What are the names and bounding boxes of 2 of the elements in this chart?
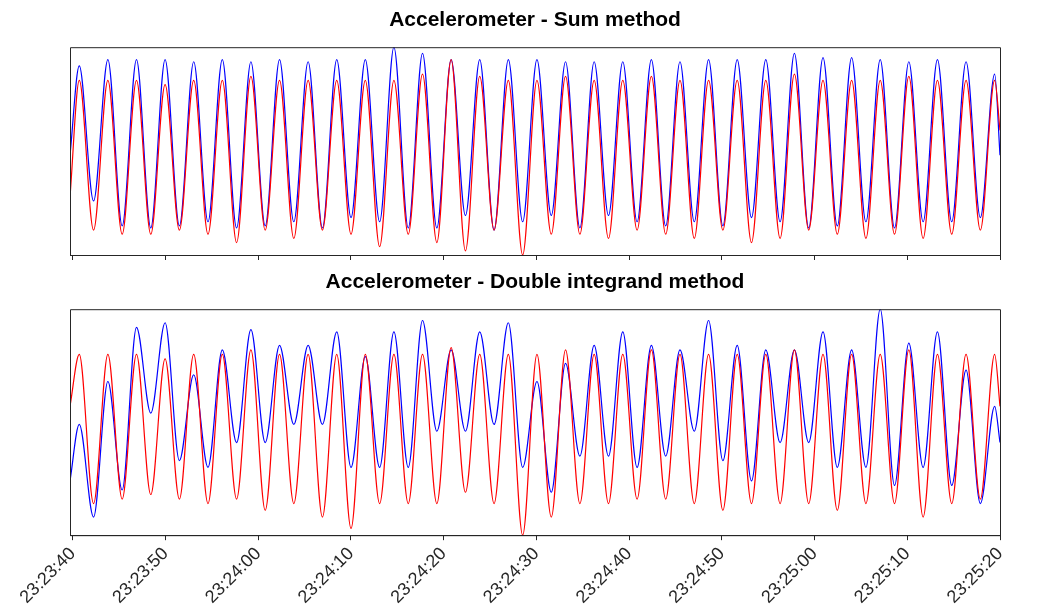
- chart-title: Accelerometer - Sum method: [389, 7, 681, 31]
- chart-title: Accelerometer - Double integrand method: [325, 269, 745, 293]
